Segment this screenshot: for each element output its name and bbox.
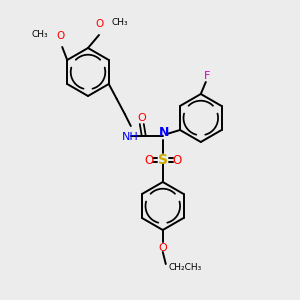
Text: O: O	[137, 113, 146, 123]
Text: O: O	[56, 31, 64, 41]
Text: O: O	[96, 19, 104, 29]
Text: F: F	[204, 71, 210, 81]
Text: O: O	[172, 154, 182, 166]
Text: CH₃: CH₃	[111, 18, 128, 27]
Text: NH: NH	[122, 132, 138, 142]
Text: CH₃: CH₃	[32, 30, 48, 39]
Text: N: N	[159, 125, 169, 139]
Text: O: O	[144, 154, 153, 166]
Text: S: S	[158, 153, 168, 167]
Text: CH₂CH₃: CH₂CH₃	[169, 263, 202, 272]
Text: O: O	[158, 243, 167, 253]
